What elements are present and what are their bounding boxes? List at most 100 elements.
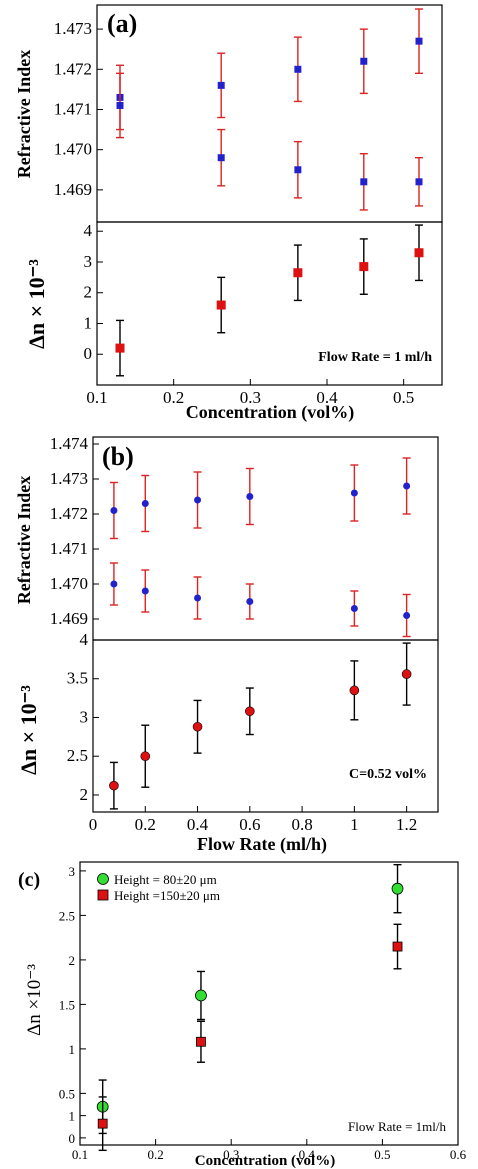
panel-a-top-point bbox=[217, 154, 225, 162]
panel-b-annotation: C=0.52 vol% bbox=[349, 767, 427, 782]
panel-b-top-point bbox=[110, 507, 118, 514]
panel-a-top-point bbox=[360, 57, 368, 65]
legend-label-height-80: Height = 80±20 μm bbox=[114, 872, 217, 887]
panel-b-bottom-point bbox=[140, 751, 151, 762]
panel-a-top-yticks: 1.469 1.470 1.471 1.472 1.473 bbox=[54, 19, 103, 199]
panel-a-xtick-label: 0.1 bbox=[86, 388, 107, 407]
panel-c-annotation: Flow Rate = 1ml/h bbox=[348, 1119, 446, 1134]
panel-c-point-circle bbox=[195, 989, 207, 1002]
panel-a-bottom-ylabel: Δn × 10⁻³ bbox=[24, 259, 49, 349]
panel-b-bottom-points bbox=[109, 642, 412, 810]
panel-b-top-point bbox=[350, 489, 358, 497]
panel-b-label: (b) bbox=[102, 442, 134, 471]
panel-a-bottom-point bbox=[115, 343, 125, 353]
panel-a-top-point bbox=[415, 178, 423, 186]
panel-a-bottom-yticks: 0 1 2 3 4 bbox=[84, 221, 103, 363]
panel-c: (c) Δn ×10⁻³ Concentration (vol%) Flow R… bbox=[18, 861, 467, 1169]
panel-b-bottom-ytick-label: 2 bbox=[80, 785, 89, 804]
panel-a-bottom-point bbox=[216, 300, 226, 310]
panel-b-bottom-ytick-label: 2.5 bbox=[67, 746, 88, 765]
panel-a-top-point bbox=[415, 37, 423, 45]
panel-b-bottom-point bbox=[349, 685, 360, 696]
panel-b: (b) Refractive Index Δn × 10⁻³ Flow Rate… bbox=[14, 434, 439, 855]
panel-b-bottom-frame bbox=[92, 639, 439, 813]
panel-b-top-point bbox=[141, 587, 149, 595]
panel-b-xtick-label: 0.6 bbox=[239, 815, 260, 834]
panel-b-xtick-label: 0.2 bbox=[135, 815, 156, 834]
panel-c-xlabel: Concentration (vol%) bbox=[195, 1153, 335, 1169]
panel-c-xticks: 0.1 0.2 0.3 0.4 0.5 0.6 bbox=[72, 1139, 467, 1162]
panel-a-xtick-label: 0.4 bbox=[316, 388, 338, 407]
panel-a-top-point bbox=[360, 178, 368, 186]
panel-a-annotation: Flow Rate = 1 ml/h bbox=[318, 350, 432, 365]
panel-c-ytick-label: 0.5 bbox=[59, 1086, 75, 1101]
panel-c-frame bbox=[79, 861, 459, 1146]
panel-b-top-point bbox=[403, 612, 411, 619]
panel-a-top-ytick-label: 1.471 bbox=[54, 99, 92, 118]
legend-marker-red-square bbox=[97, 889, 109, 901]
panel-c-xtick-label: 0.3 bbox=[223, 1147, 239, 1162]
panel-c-point-circle bbox=[391, 882, 404, 895]
panel-b-top-point bbox=[403, 482, 411, 490]
panel-c-xtick-label: 0.2 bbox=[147, 1147, 163, 1162]
panel-a-bottom-ytick-label: 1 bbox=[84, 313, 93, 332]
panel-a-xtick-label: 0.3 bbox=[240, 388, 261, 407]
panel-c-point-square bbox=[392, 941, 403, 952]
panel-a-bottom-ytick-label: 0 bbox=[84, 344, 93, 363]
panel-b-xtick-label: 0.8 bbox=[291, 815, 312, 834]
panel-c-xtick-label: 0.5 bbox=[374, 1147, 390, 1162]
panel-a-xtick-label: 0.5 bbox=[393, 388, 414, 407]
panel-c-xtick-label: 0.6 bbox=[450, 1147, 467, 1162]
panel-a-xtick-label: 0.2 bbox=[163, 388, 184, 407]
panel-a-bottom-ytick-label: 3 bbox=[84, 252, 93, 271]
panel-b-bottom-ylabel: Δn × 10⁻³ bbox=[16, 685, 41, 775]
panel-a-top-point bbox=[294, 166, 302, 174]
panel-a-top-ylabel: Refractive Index bbox=[14, 50, 34, 178]
panel-c-xtick-label: 0.1 bbox=[72, 1147, 88, 1162]
panel-a-bottom-frame bbox=[96, 221, 443, 386]
panel-b-xlabel: Flow Rate (ml/h) bbox=[197, 834, 327, 855]
panel-c-ytick-label: 2.5 bbox=[59, 908, 75, 923]
legend-marker-green-circle bbox=[97, 873, 109, 885]
panel-a-top-ytick-label: 1.469 bbox=[54, 180, 92, 199]
panel-b-xticks: 0 0.2 0.4 0.6 0.8 1 1.2 bbox=[89, 806, 417, 834]
panel-a-bottom-point bbox=[359, 262, 369, 272]
panel-b-bottom-point bbox=[245, 706, 255, 717]
panel-b-top-ytick-label: 1.470 bbox=[50, 574, 88, 593]
panel-a: (a) Refractive Index Δn × 10⁻³ Concentra… bbox=[14, 4, 443, 423]
panel-b-top-point bbox=[246, 493, 254, 500]
panel-b-bottom-ytick-label: 4 bbox=[80, 630, 89, 649]
panel-b-top-ytick-label: 1.474 bbox=[50, 434, 89, 453]
panel-b-top-ytick-label: 1.472 bbox=[50, 504, 88, 523]
panel-b-xtick-label: 0 bbox=[89, 815, 98, 834]
panel-b-top-ytick-label: 1.471 bbox=[50, 539, 88, 558]
panel-b-top-ytick-label: 1.469 bbox=[50, 609, 88, 628]
panel-a-top-ytick-label: 1.473 bbox=[54, 19, 92, 38]
panel-c-legend: Height = 80±20 μm Height =150±20 μm bbox=[97, 872, 220, 903]
panel-b-top-points bbox=[109, 457, 411, 638]
panel-b-bottom-ytick-label: 3.5 bbox=[67, 669, 88, 688]
panel-c-label: (c) bbox=[18, 869, 40, 891]
panel-a-bottom-ytick-label: 4 bbox=[84, 221, 93, 240]
panel-b-top-point bbox=[141, 500, 149, 507]
panel-c-ytick-label: 2 bbox=[69, 953, 76, 968]
panel-a-top-point bbox=[294, 65, 302, 73]
panel-b-top-point bbox=[110, 580, 118, 588]
panel-b-xtick-label: 1.2 bbox=[396, 815, 417, 834]
panel-c-ytick-label: 3 bbox=[69, 864, 76, 879]
panel-c-yticks: 0 1 0.5 1 1.5 2 2.5 3 bbox=[59, 864, 86, 1146]
panel-a-bottom-point bbox=[414, 248, 424, 258]
panel-c-ytick-label: 1 bbox=[69, 1042, 76, 1057]
panel-a-top-frame bbox=[96, 4, 443, 223]
panel-a-top-ytick-label: 1.470 bbox=[54, 140, 92, 159]
legend-label-height-150: Height =150±20 μm bbox=[114, 888, 220, 903]
panel-c-ylabel: Δn ×10⁻³ bbox=[24, 964, 45, 1036]
panel-c-point-square bbox=[97, 1118, 108, 1129]
panel-a-xlabel: Concentration (vol%) bbox=[186, 402, 354, 423]
panel-a-top-ytick-label: 1.472 bbox=[54, 59, 92, 78]
panel-a-xticks: 0.1 0.2 0.3 0.4 0.5 bbox=[86, 379, 414, 407]
panel-b-bottom-point bbox=[401, 669, 412, 679]
panel-a-bottom-points bbox=[115, 224, 424, 377]
panel-b-bottom-ytick-label: 3 bbox=[80, 707, 89, 726]
